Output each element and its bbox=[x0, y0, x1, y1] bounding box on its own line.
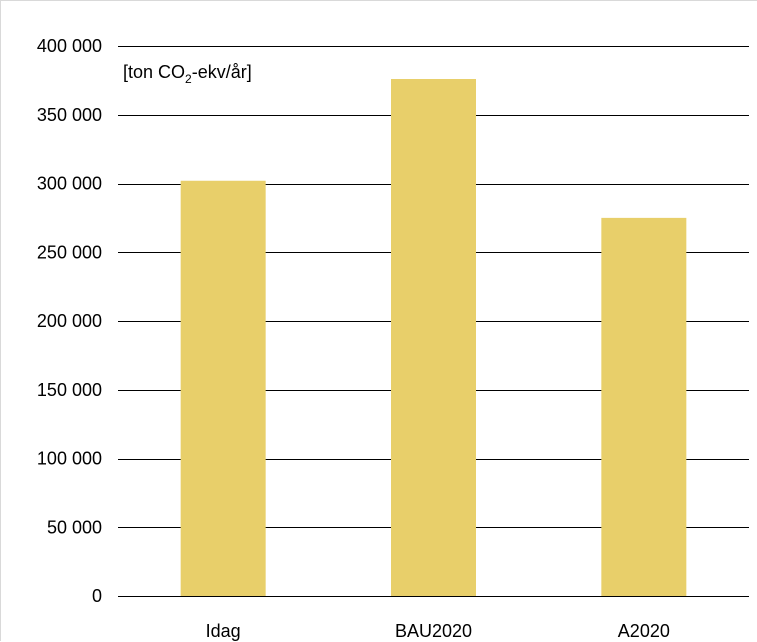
y-tick-label: 300 000 bbox=[37, 174, 102, 194]
unit-label-suffix: -ekv/år] bbox=[192, 62, 252, 82]
y-tick-label: 100 000 bbox=[37, 449, 102, 469]
y-tick-label: 400 000 bbox=[37, 36, 102, 56]
bar-bau2020 bbox=[391, 79, 476, 596]
bar-idag bbox=[180, 180, 266, 596]
x-tick-labels: Idag BAU2020 A2020 bbox=[206, 621, 670, 641]
y-tick-label: 0 bbox=[92, 586, 102, 606]
bar-a2020 bbox=[601, 217, 687, 596]
x-tick-label: BAU2020 bbox=[395, 621, 472, 641]
x-tick-label: Idag bbox=[206, 621, 241, 641]
y-tick-label: 350 000 bbox=[37, 105, 102, 125]
bars bbox=[180, 79, 687, 596]
y-tick-label: 200 000 bbox=[37, 311, 102, 331]
y-axis-unit-label: [ton CO2-ekv/år] bbox=[123, 62, 252, 86]
y-tick-label: 150 000 bbox=[37, 380, 102, 400]
y-tick-label: 50 000 bbox=[47, 517, 102, 537]
unit-label-prefix: [ton CO bbox=[123, 62, 185, 82]
x-tick-label: A2020 bbox=[618, 621, 670, 641]
y-tick-label: 250 000 bbox=[37, 242, 102, 262]
unit-label-subscript: 2 bbox=[185, 72, 192, 86]
y-tick-labels: 0 50 000 100 000 150 000 200 000 250 000 300 0… bbox=[37, 36, 102, 606]
